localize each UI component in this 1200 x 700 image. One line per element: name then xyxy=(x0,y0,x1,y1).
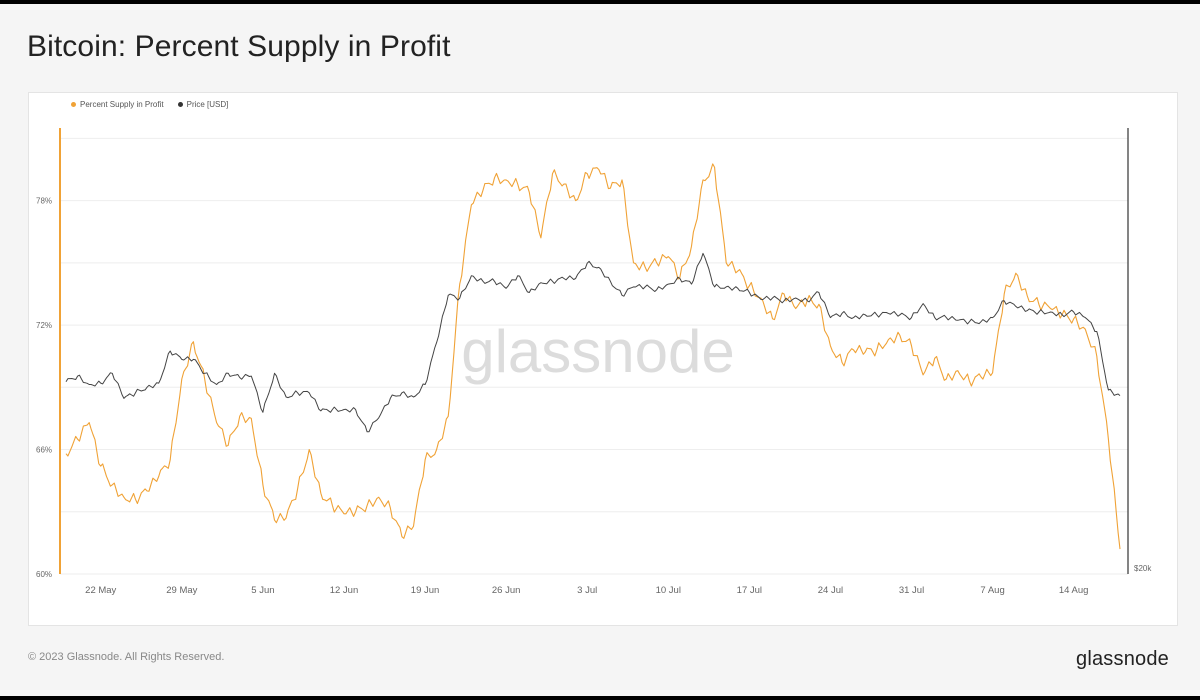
x-tick-label: 12 Jun xyxy=(330,585,359,596)
y-left-tick-label: 78% xyxy=(36,197,52,206)
legend-item-supply[interactable]: Percent Supply in Profit xyxy=(71,100,164,109)
copyright-text: © 2023 Glassnode. All Rights Reserved. xyxy=(28,651,225,663)
y-left-tick-label: 66% xyxy=(36,446,52,455)
y-left-tick-label: 60% xyxy=(36,570,52,579)
series-line-price[interactable] xyxy=(65,252,1121,433)
supply-legend-dot-icon xyxy=(71,102,76,107)
chart-panel xyxy=(28,92,1178,626)
x-tick-label: 29 May xyxy=(166,585,197,596)
y-right-tick-label: $20k xyxy=(1134,564,1152,573)
x-tick-label: 10 Jul xyxy=(656,585,681,596)
x-tick-label: 3 Jul xyxy=(577,585,597,596)
x-tick-label: 7 Aug xyxy=(980,585,1004,596)
x-tick-label: 22 May xyxy=(85,585,116,596)
chart-legend: Percent Supply in Profit Price [USD] xyxy=(71,100,228,109)
price-legend-dot-icon xyxy=(177,102,183,107)
x-tick-label: 14 Aug xyxy=(1059,585,1089,596)
x-tick-label: 24 Jul xyxy=(818,585,843,596)
x-tick-label: 31 Jul xyxy=(899,585,924,596)
legend-label-supply: Percent Supply in Profit xyxy=(80,100,164,109)
y-left-tick-label: 72% xyxy=(36,321,52,330)
brand-logo[interactable]: glassnode xyxy=(1076,648,1169,670)
x-tick-label: 26 Jun xyxy=(492,585,521,596)
page-title: Bitcoin: Percent Supply in Profit xyxy=(27,30,451,63)
legend-label-price: Price [USD] xyxy=(186,100,229,109)
series-line-supply-in-profit[interactable] xyxy=(65,163,1121,550)
x-tick-label: 19 Jun xyxy=(411,585,440,596)
x-tick-label: 5 Jun xyxy=(251,585,274,596)
legend-item-price[interactable]: Price [USD] xyxy=(177,100,229,109)
x-tick-label: 17 Jul xyxy=(737,585,762,596)
watermark-text: glassnode xyxy=(461,318,735,385)
bottom-border xyxy=(0,696,1200,700)
top-border xyxy=(0,0,1200,4)
